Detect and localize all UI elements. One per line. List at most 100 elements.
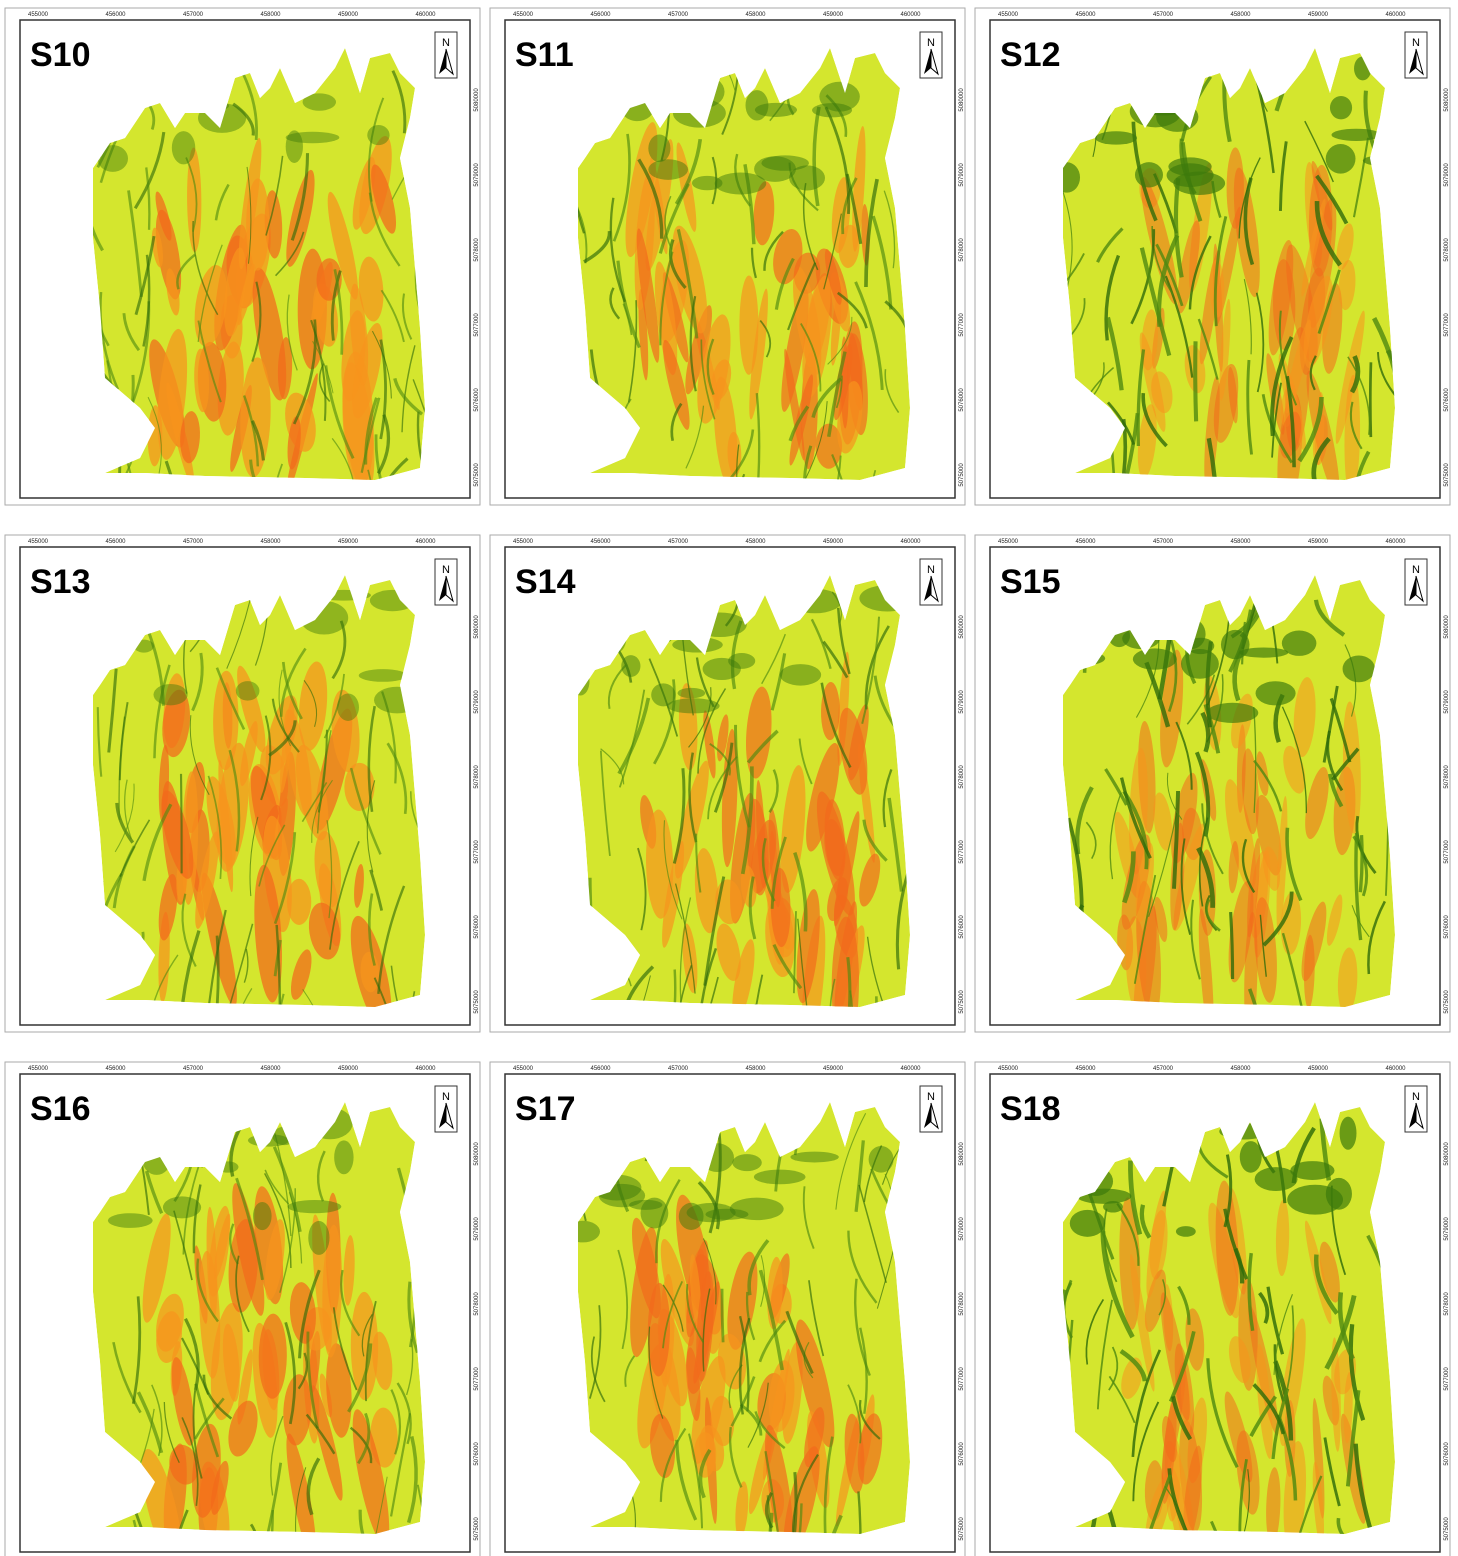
x-coordinate-label: 455000 — [998, 539, 1019, 545]
y-coordinate-label: 5079000 — [1444, 1217, 1450, 1241]
terrain-channel — [702, 1288, 711, 1372]
terrain-channel — [709, 743, 731, 776]
terrain-channel — [790, 1503, 803, 1534]
terrain-hot — [290, 949, 312, 1000]
y-coordinate-label: 5075000 — [474, 1517, 480, 1541]
terrain-channel — [1258, 1291, 1270, 1324]
terrain-hot — [1342, 701, 1361, 834]
y-coordinate-label: 5080000 — [1444, 1142, 1450, 1166]
y-coordinate-label: 5075000 — [959, 990, 965, 1014]
map-panel: 455000 456000 457000 458000 459000 460000 5080… — [4, 7, 481, 506]
terrain-channel — [229, 1223, 239, 1265]
terrain-forest — [1331, 128, 1382, 141]
terrain-channel — [748, 876, 757, 940]
terrain-channel — [1336, 1517, 1360, 1534]
x-coordinate-label: 459000 — [1308, 1066, 1329, 1072]
terrain-channel — [662, 1284, 684, 1332]
terrain-channel — [286, 294, 298, 371]
y-coordinate-label: 5079000 — [959, 163, 965, 187]
x-coordinate-label: 459000 — [823, 12, 844, 18]
terrain-channel — [720, 1288, 725, 1343]
terrain-hot — [283, 1374, 312, 1446]
terrain-forest — [1134, 162, 1163, 188]
map-panel: 455000 456000 457000 458000 459000 460000 5080… — [974, 534, 1451, 1033]
terrain-channel — [1324, 1295, 1357, 1370]
terrain-channel — [1139, 247, 1172, 357]
terrain-hot — [710, 1395, 735, 1447]
terrain-channel — [349, 767, 382, 855]
terrain-channel — [1151, 225, 1174, 296]
terrain-channel — [184, 1317, 200, 1391]
y-coordinate-label: 5077000 — [959, 1367, 965, 1391]
terrain-channel — [258, 824, 286, 887]
terrain-forest — [789, 165, 826, 191]
x-coordinate-label: 459000 — [338, 12, 359, 18]
terrain-hot — [1304, 934, 1315, 1007]
terrain-hot — [157, 328, 188, 460]
terrain-forest — [868, 1146, 894, 1173]
terrain-channel — [142, 803, 173, 882]
terrain-map — [93, 575, 425, 1007]
y-coordinate-label: 5080000 — [959, 615, 965, 639]
terrain-channel — [250, 420, 266, 461]
terrain-forest — [97, 145, 129, 172]
x-coordinate-label: 458000 — [1230, 12, 1251, 18]
terrain-channel — [676, 229, 699, 339]
terrain-hot — [1303, 275, 1333, 369]
terrain-channel — [311, 779, 333, 843]
terrain-hot — [1161, 1400, 1177, 1504]
terrain-hot — [326, 1343, 352, 1438]
terrain-hot — [1160, 1292, 1190, 1421]
terrain-forest — [358, 669, 408, 682]
x-coordinate-label: 457000 — [183, 1066, 204, 1072]
terrain-channel — [393, 377, 424, 416]
terrain-channel — [265, 155, 284, 236]
terrain-channel — [589, 1305, 602, 1399]
terrain-channel — [854, 1140, 865, 1212]
terrain-forest — [1132, 648, 1177, 670]
terrain-hot — [1228, 841, 1239, 894]
terrain-channel — [381, 691, 397, 784]
terrain-hot — [1228, 1336, 1251, 1384]
terrain-channel — [1141, 392, 1168, 448]
terrain-channel — [1367, 900, 1386, 975]
terrain-hot — [331, 689, 360, 773]
x-coordinate-label: 460000 — [415, 1066, 436, 1072]
terrain-channel — [202, 1374, 233, 1420]
terrain-forest — [648, 134, 671, 163]
north-arrow: N — [919, 31, 943, 79]
terrain-hot — [308, 902, 341, 960]
terrain-channel — [274, 1132, 292, 1237]
terrain-channel — [153, 664, 171, 759]
terrain-hot — [213, 670, 239, 771]
terrain-forest — [629, 1199, 663, 1210]
terrain-forest — [819, 81, 860, 112]
terrain-hot — [663, 339, 690, 430]
terrain-channel — [340, 1269, 361, 1337]
north-arrow: N — [919, 558, 943, 606]
terrain-channel — [1281, 932, 1308, 1007]
terrain-channel — [390, 1389, 402, 1455]
terrain-channel — [798, 738, 813, 785]
terrain-hot — [1312, 1398, 1325, 1519]
terrain-channel — [1317, 269, 1341, 334]
terrain-channel — [169, 1509, 189, 1534]
terrain-forest — [1325, 144, 1356, 174]
terrain-channel — [674, 138, 703, 205]
terrain-channel — [405, 1338, 414, 1396]
terrain-forest — [753, 1169, 806, 1185]
terrain-forest — [677, 687, 706, 699]
x-coordinate-label: 455000 — [513, 12, 534, 18]
terrain-channel — [1249, 1395, 1277, 1438]
north-arrow-left — [1409, 576, 1416, 601]
terrain-hot — [780, 765, 806, 893]
x-coordinate-label: 455000 — [28, 1066, 49, 1072]
y-coordinate-label: 5080000 — [959, 88, 965, 112]
y-coordinate-label: 5080000 — [959, 1142, 965, 1166]
y-coordinate-label: 5076000 — [959, 388, 965, 412]
terrain-channel — [326, 820, 333, 919]
terrain-hot — [1225, 779, 1257, 890]
north-arrow-left — [439, 49, 446, 74]
terrain-channel — [279, 1188, 296, 1293]
terrain-channel — [859, 1327, 868, 1414]
